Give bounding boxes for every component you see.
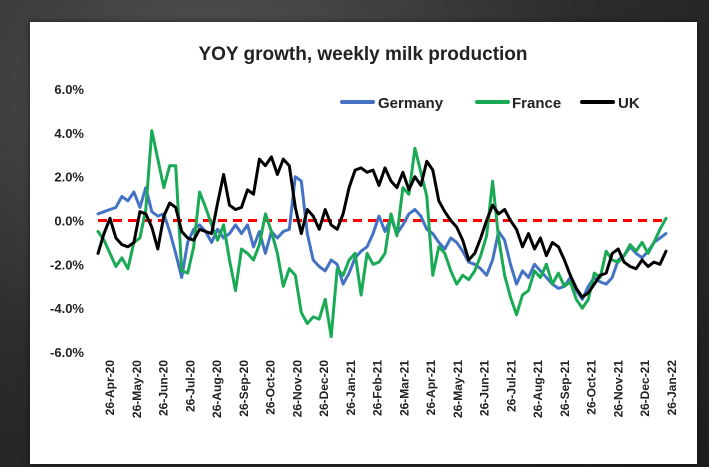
legend-label-france: France: [512, 95, 561, 112]
series-line-uk: [96, 155, 668, 299]
x-tick-label: 26-Sep-21: [558, 360, 572, 417]
chart-panel: YOY growth, weekly milk production 6.0% 4…: [30, 22, 697, 464]
x-tick-label: 26-Sep-20: [237, 360, 251, 417]
x-tick-label: 26-Jan-21: [344, 360, 358, 416]
x-tick-label: 26-Jul-20: [183, 360, 197, 412]
y-tick-label: -6.0%: [50, 345, 84, 360]
x-tick-label: 26-Jun-20: [157, 360, 171, 416]
y-tick-label: -2.0%: [50, 257, 84, 272]
y-tick-label: 0.0%: [54, 214, 84, 229]
series-line-france: [96, 129, 668, 339]
x-tick-label: 26-Aug-20: [210, 360, 224, 418]
y-tick-label: 4.0%: [54, 126, 84, 141]
x-tick-label: 26-Jul-21: [504, 360, 518, 412]
x-tick-label: 26-Mar-21: [397, 360, 411, 416]
x-tick-label: 26-Apr-20: [103, 360, 117, 416]
x-tick-label: 26-Nov-21: [612, 360, 626, 418]
x-tick-label: 26-Aug-21: [531, 360, 545, 418]
x-tick-label: 26-Nov-20: [290, 360, 304, 418]
y-axis-tick-labels: 6.0% 4.0% 2.0% 0.0% -2.0% -4.0% -6.0%: [50, 82, 84, 360]
x-tick-label: 26-Dec-20: [317, 360, 331, 417]
y-tick-label: 2.0%: [54, 170, 84, 185]
x-tick-label: 26-Dec-21: [638, 360, 652, 417]
x-tick-label: 26-Oct-21: [585, 360, 599, 415]
x-tick-label: 26-Feb-21: [371, 360, 385, 416]
x-tick-label: 26-Jun-21: [478, 360, 492, 416]
y-tick-label: 6.0%: [54, 82, 84, 97]
line-chart: YOY growth, weekly milk production 6.0% 4…: [50, 44, 679, 418]
legend: Germany France UK: [340, 95, 640, 112]
x-tick-label: 26-May-21: [451, 360, 465, 418]
x-tick-label: 26-Oct-20: [264, 360, 278, 415]
chart-title: YOY growth, weekly milk production: [198, 44, 527, 65]
series-lines: [96, 129, 668, 339]
x-axis-tick-labels: 26-Apr-20 26-May-20 26-Jun-20 26-Jul-20 26-A…: [103, 360, 679, 418]
x-tick-label: 26-Apr-21: [424, 360, 438, 416]
x-tick-label: 26-Jan-22: [665, 360, 679, 416]
legend-label-germany: Germany: [378, 95, 444, 112]
legend-label-uk: UK: [618, 95, 640, 112]
x-tick-label: 26-May-20: [130, 360, 144, 418]
y-tick-label: -4.0%: [50, 301, 84, 316]
series-line-germany: [96, 175, 668, 301]
